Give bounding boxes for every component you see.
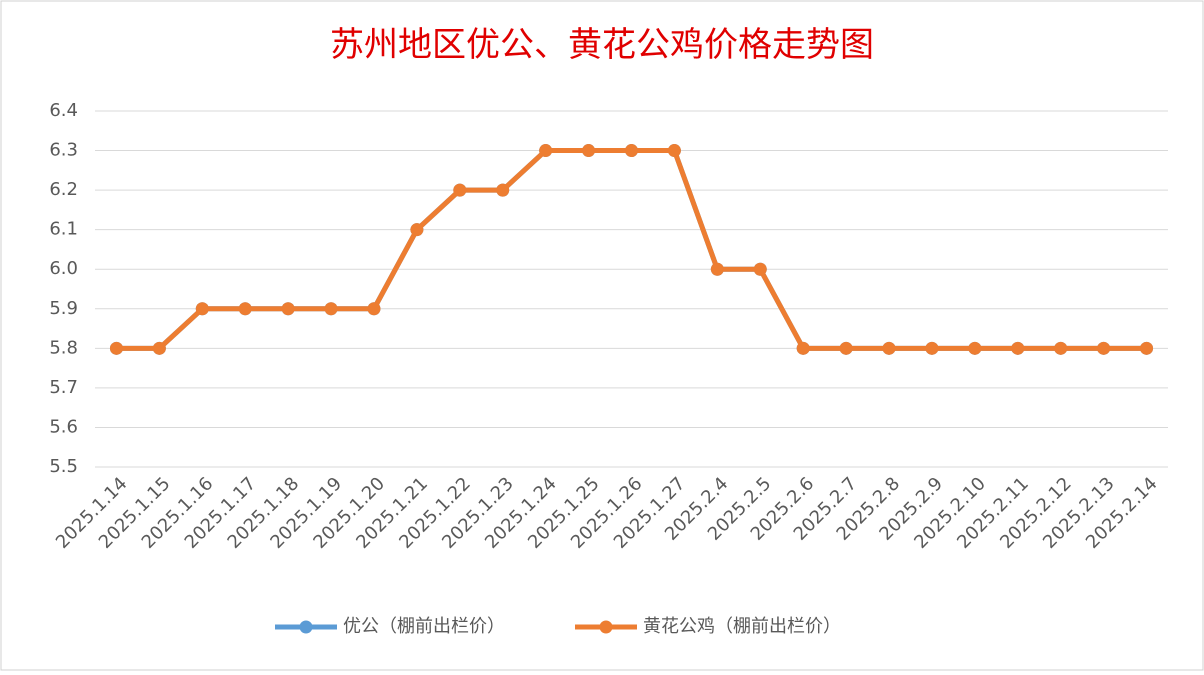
point <box>625 144 638 158</box>
point <box>281 302 295 316</box>
point <box>796 341 810 355</box>
legend-label: 优公（棚前出栏价） <box>343 616 505 637</box>
point <box>839 341 853 355</box>
point <box>882 341 896 355</box>
point <box>109 341 123 355</box>
point <box>710 262 724 276</box>
point <box>667 144 681 158</box>
point <box>410 223 424 237</box>
point <box>582 144 596 158</box>
legend-marker <box>299 620 313 634</box>
point <box>1011 341 1025 355</box>
point <box>152 341 166 355</box>
chart-title: 苏州地区优公、黄花公鸡价格走势图 <box>330 25 874 65</box>
y-tick-label: 6.0 <box>49 258 78 279</box>
point <box>238 302 252 316</box>
y-tick-label: 5.7 <box>49 377 78 398</box>
point <box>925 341 939 355</box>
point <box>1054 341 1068 355</box>
y-tick-label: 5.5 <box>49 456 78 477</box>
y-tick-label: 6.4 <box>49 100 78 121</box>
y-tick-label: 5.6 <box>49 416 78 437</box>
point <box>324 302 338 316</box>
point <box>453 183 467 197</box>
point <box>367 302 381 316</box>
point <box>496 183 510 197</box>
y-tick-label: 6.1 <box>49 219 78 240</box>
point <box>1097 341 1111 355</box>
y-tick-label: 5.9 <box>49 298 78 319</box>
point <box>968 341 982 355</box>
point <box>539 144 553 158</box>
point <box>1140 341 1154 355</box>
legend-marker <box>599 620 613 634</box>
point <box>195 302 209 316</box>
point <box>753 262 767 276</box>
legend-label: 黄花公鸡（棚前出栏价） <box>643 616 841 637</box>
y-tick-label: 5.8 <box>49 337 78 358</box>
y-tick-label: 6.2 <box>49 179 78 200</box>
y-tick-label: 6.3 <box>49 140 78 161</box>
